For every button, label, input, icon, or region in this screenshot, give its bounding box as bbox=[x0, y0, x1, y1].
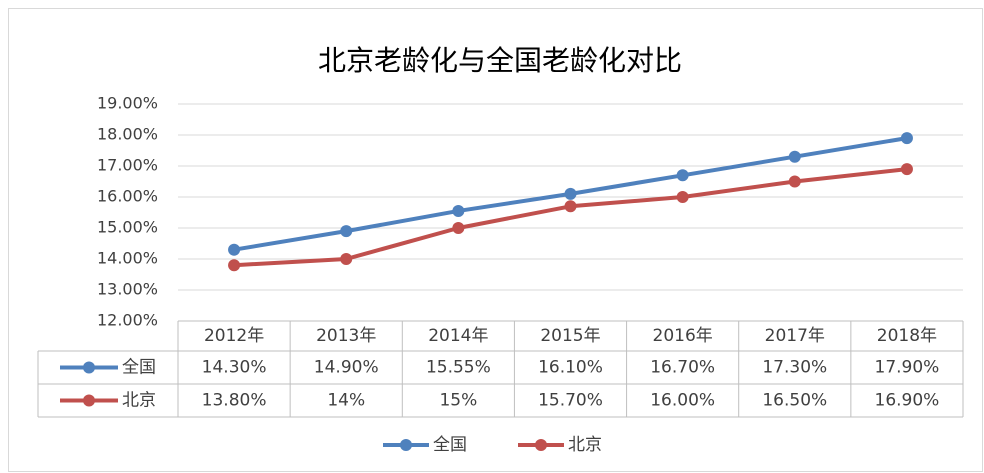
table-cell: 14.30% bbox=[202, 358, 267, 378]
point bbox=[900, 132, 913, 145]
table-cell: 14.90% bbox=[314, 358, 379, 378]
x-tick-label: 2015年 bbox=[540, 326, 600, 346]
table-cell: 15.70% bbox=[538, 391, 603, 411]
point bbox=[340, 253, 353, 265]
point bbox=[564, 187, 577, 200]
point bbox=[676, 191, 689, 203]
table-cell: 15% bbox=[439, 391, 477, 411]
point bbox=[452, 204, 465, 217]
table-row-header: 全国 bbox=[122, 358, 156, 378]
y-tick-label: 13.00% bbox=[97, 280, 158, 299]
x-tick-label: 2017年 bbox=[765, 326, 825, 346]
table-row-header: 北京 bbox=[122, 391, 156, 411]
y-tick-label: 18.00% bbox=[97, 125, 158, 144]
point bbox=[228, 243, 241, 256]
legend-label: 北京 bbox=[568, 435, 602, 455]
table-cell: 15.55% bbox=[426, 358, 491, 378]
legend-marker bbox=[400, 439, 412, 451]
legend-marker bbox=[535, 439, 547, 451]
point bbox=[340, 225, 353, 238]
legend-label: 全国 bbox=[433, 435, 467, 455]
table-cell: 16.50% bbox=[762, 391, 827, 411]
legend-key-marker bbox=[83, 394, 95, 407]
point bbox=[788, 175, 801, 188]
point bbox=[228, 259, 241, 272]
legend-key-marker bbox=[83, 361, 95, 374]
x-tick-label: 2013年 bbox=[316, 326, 376, 346]
table-cell: 16.70% bbox=[650, 358, 715, 378]
x-tick-label: 2014年 bbox=[428, 326, 488, 346]
x-tick-label: 2016年 bbox=[653, 326, 713, 346]
x-tick-label: 2012年 bbox=[204, 326, 264, 346]
point bbox=[452, 222, 465, 234]
chart-title: 北京老龄化与全国老龄化对比 bbox=[318, 44, 682, 77]
y-tick-label: 15.00% bbox=[97, 218, 158, 237]
point bbox=[564, 200, 577, 213]
chart-frame bbox=[8, 8, 983, 472]
table-cell: 13.80% bbox=[202, 391, 267, 411]
table-cell: 14% bbox=[327, 391, 365, 411]
y-tick-label: 14.00% bbox=[97, 249, 158, 268]
y-tick-label: 19.00% bbox=[97, 94, 158, 113]
point bbox=[900, 163, 913, 176]
table-cell: 16.00% bbox=[650, 391, 715, 411]
table-cell: 17.90% bbox=[875, 358, 940, 378]
table-cell: 16.10% bbox=[538, 358, 603, 378]
point bbox=[676, 169, 689, 182]
table-cell: 17.30% bbox=[762, 358, 827, 378]
y-tick-label: 17.00% bbox=[97, 156, 158, 175]
point bbox=[788, 150, 801, 163]
y-tick-label: 16.00% bbox=[97, 187, 158, 206]
table-cell: 16.90% bbox=[875, 391, 940, 411]
x-tick-label: 2018年 bbox=[877, 326, 937, 346]
y-tick-label: 12.00% bbox=[97, 311, 158, 330]
